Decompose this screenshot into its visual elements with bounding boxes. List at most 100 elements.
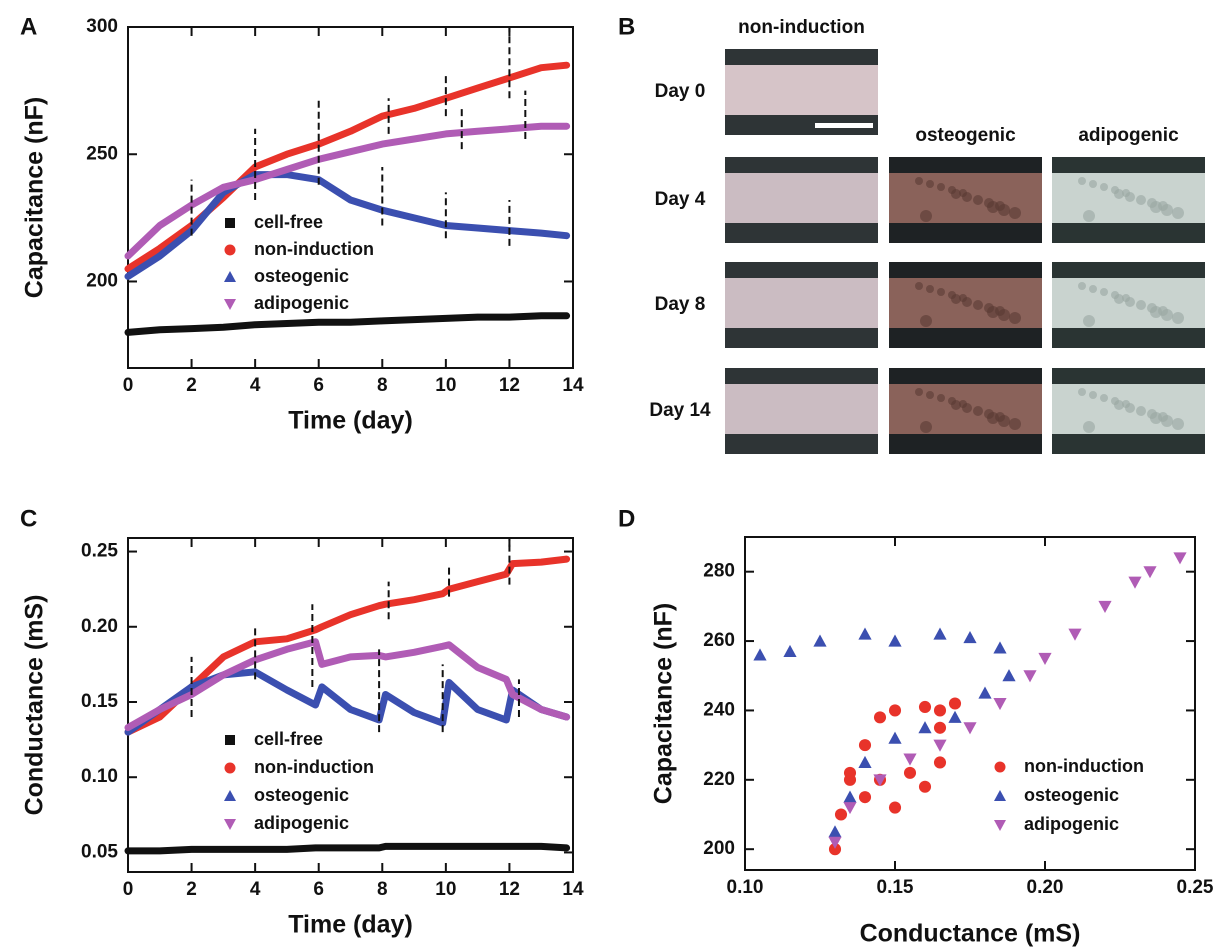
cell-texture: [1083, 210, 1095, 222]
x-tick-label: 14: [562, 879, 584, 900]
column-header: osteogenic: [915, 125, 1016, 146]
scale-bar: [815, 123, 873, 128]
marker: [993, 641, 1007, 654]
y-tick-label: 300: [86, 16, 118, 37]
micrograph: [889, 368, 1042, 454]
legend-label: non-induction: [1024, 756, 1144, 776]
x-tick-label: 12: [499, 879, 520, 900]
legend-label: adipogenic: [254, 813, 349, 833]
micrograph: [725, 49, 878, 135]
cell-texture: [915, 388, 923, 396]
y-tick-label: 200: [703, 838, 735, 859]
marker: [828, 843, 842, 856]
y-tick-label: 0.15: [81, 691, 118, 712]
marker: [948, 697, 962, 710]
cell-texture: [984, 198, 994, 208]
panel-label: B: [618, 13, 635, 40]
x-tick-label: 4: [250, 879, 261, 900]
marker: [1128, 576, 1142, 589]
cell-texture: [937, 394, 945, 402]
marker: [858, 755, 872, 768]
marker: [834, 808, 848, 821]
marker: [933, 627, 947, 640]
cell-texture: [1172, 418, 1184, 430]
cell-texture: [995, 306, 1005, 316]
micrograph: [725, 368, 878, 454]
y-axis-title: Conductance (mS): [21, 595, 49, 816]
cell-texture: [995, 201, 1005, 211]
marker: [933, 721, 947, 734]
micrograph: [889, 262, 1042, 348]
cell-texture: [1158, 306, 1168, 316]
legend-marker: [225, 218, 235, 228]
marker: [933, 704, 947, 717]
legend-marker: [224, 299, 236, 310]
data-line: [124, 638, 571, 732]
y-axis-title: Capacitance (nF): [21, 97, 49, 298]
cell-texture: [948, 397, 956, 405]
cell-texture: [1009, 312, 1021, 324]
y-tick-label: 0.20: [81, 616, 118, 637]
y-tick-label: 0.25: [81, 541, 118, 562]
cell-texture: [1083, 421, 1095, 433]
cell-texture: [920, 315, 932, 327]
x-tick-label: 6: [313, 375, 324, 396]
cell-texture: [1172, 207, 1184, 219]
y-tick-label: 0.05: [81, 841, 118, 862]
row-label: Day 4: [655, 189, 706, 210]
legend-label: cell-free: [254, 729, 323, 749]
x-tick-label: 10: [435, 879, 456, 900]
marker: [843, 790, 857, 803]
row-label: Day 0: [655, 81, 706, 102]
legend-marker: [224, 244, 236, 256]
cell-texture: [1089, 285, 1097, 293]
row-label: Day 8: [655, 294, 706, 315]
column-header: adipogenic: [1078, 125, 1179, 146]
cell-texture: [1158, 412, 1168, 422]
cell-texture: [984, 303, 994, 313]
marker: [828, 836, 842, 849]
marker: [903, 753, 917, 766]
micrograph: [1052, 262, 1205, 348]
x-tick-label: 0.15: [877, 877, 914, 898]
cell-texture: [1100, 183, 1108, 191]
cell-texture: [1078, 177, 1086, 185]
cell-texture: [1122, 189, 1130, 197]
marker: [753, 648, 767, 661]
marker: [918, 700, 932, 714]
row-label: Day 14: [649, 400, 711, 421]
cell-texture: [915, 177, 923, 185]
marker: [963, 722, 977, 735]
data-line: [124, 555, 571, 736]
x-tick-label: 0: [123, 879, 134, 900]
x-axis-title: Conductance (mS): [860, 920, 1081, 948]
marker: [948, 710, 962, 723]
cell-texture: [1158, 201, 1168, 211]
marker: [888, 731, 902, 744]
y-tick-label: 260: [703, 630, 735, 651]
y-tick-label: 280: [703, 561, 735, 582]
cell-texture: [1100, 288, 1108, 296]
legend-label: osteogenic: [254, 785, 349, 805]
marker: [918, 721, 932, 734]
micrograph: [1052, 157, 1205, 243]
marker: [1098, 600, 1112, 613]
cell-texture: [1122, 400, 1130, 408]
legend-marker: [224, 819, 236, 830]
marker: [933, 739, 947, 752]
marker: [903, 766, 917, 779]
marker: [888, 801, 902, 814]
x-tick-label: 8: [377, 879, 388, 900]
cell-texture: [1172, 312, 1184, 324]
marker: [888, 634, 902, 647]
legend-marker: [225, 735, 235, 745]
channel-band: [725, 65, 878, 115]
cell-texture: [1009, 418, 1021, 430]
cell-texture: [920, 421, 932, 433]
legend-marker: [224, 762, 236, 774]
cell-texture: [959, 189, 967, 197]
y-tick-label: 0.10: [81, 766, 118, 787]
plot-frame: [127, 26, 574, 369]
marker: [858, 791, 872, 804]
plot-frame: [744, 536, 1196, 871]
